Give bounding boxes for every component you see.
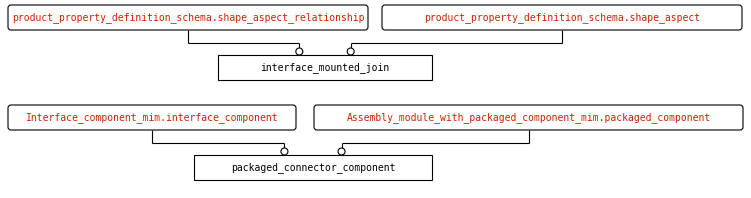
Bar xyxy=(218,55,432,80)
Text: Interface_component_mim.interface_component: Interface_component_mim.interface_compon… xyxy=(26,112,279,123)
FancyBboxPatch shape xyxy=(8,5,368,30)
FancyBboxPatch shape xyxy=(382,5,742,30)
Circle shape xyxy=(296,48,303,55)
FancyBboxPatch shape xyxy=(314,105,743,130)
Circle shape xyxy=(338,148,345,155)
Circle shape xyxy=(347,48,354,55)
Text: Assembly_module_with_packaged_component_mim.packaged_component: Assembly_module_with_packaged_component_… xyxy=(346,112,710,123)
Text: interface_mounted_join: interface_mounted_join xyxy=(261,62,390,73)
Text: product_property_definition_schema.shape_aspect_relationship: product_property_definition_schema.shape… xyxy=(12,12,364,23)
Bar xyxy=(194,155,432,180)
Text: packaged_connector_component: packaged_connector_component xyxy=(231,162,395,173)
Text: product_property_definition_schema.shape_aspect: product_property_definition_schema.shape… xyxy=(424,12,700,23)
FancyBboxPatch shape xyxy=(8,105,296,130)
Circle shape xyxy=(281,148,288,155)
